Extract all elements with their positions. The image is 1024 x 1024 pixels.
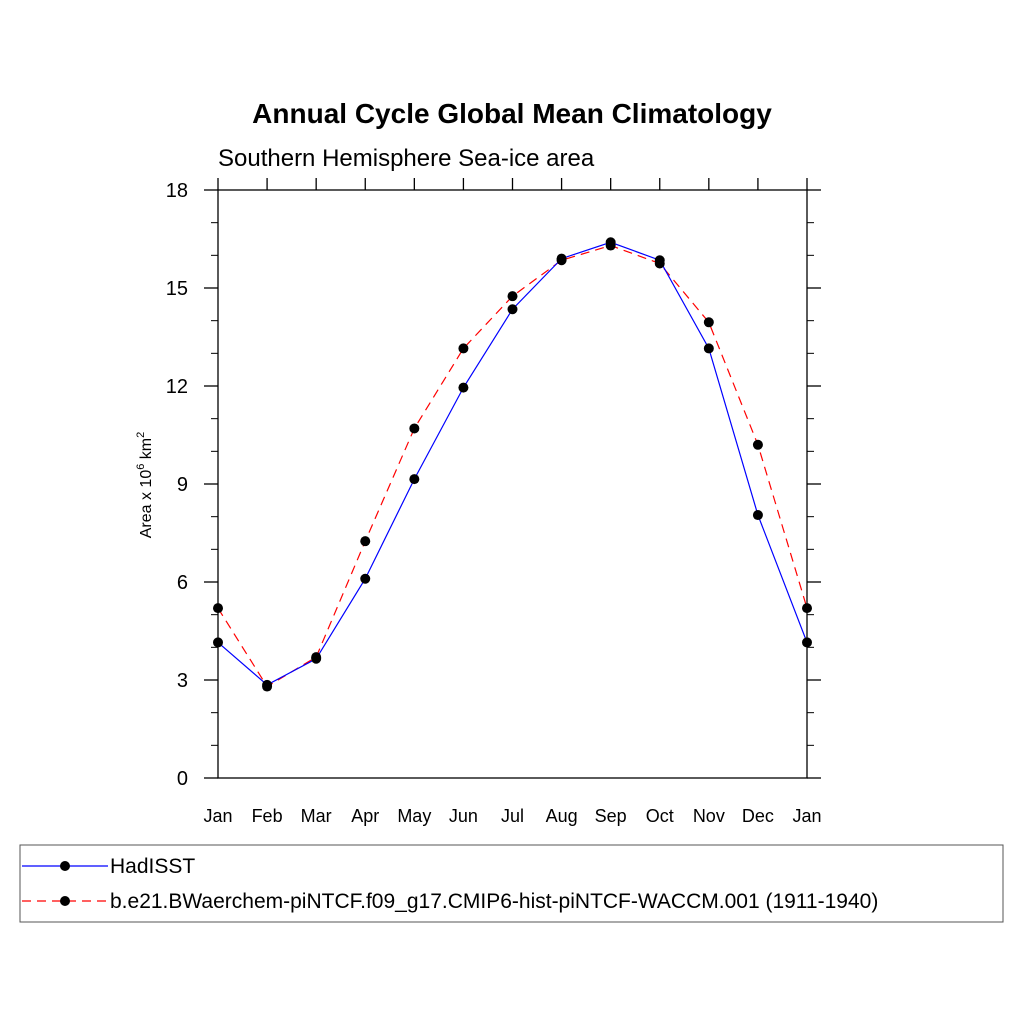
x-tick-label: Feb	[252, 806, 283, 826]
x-tick-label: Apr	[351, 806, 379, 826]
series-point	[752, 439, 763, 450]
x-tick-label: Jul	[501, 806, 524, 826]
y-axis-label-exp1: 6	[135, 464, 147, 470]
x-tick-label: Jan	[203, 806, 232, 826]
legend-items: HadISST b.e21.BWaerchem-piNTCF.f09_g17.CM…	[22, 855, 878, 913]
legend-box	[19, 844, 1004, 923]
series-point	[213, 603, 223, 614]
series-layer	[213, 237, 812, 692]
series-point	[605, 237, 616, 248]
x-tick-label: Jan	[792, 806, 821, 826]
series-point	[654, 255, 665, 266]
x-tick-label: Nov	[693, 806, 725, 826]
legend-marker	[60, 861, 70, 871]
series-point	[311, 653, 322, 664]
series-point	[360, 573, 371, 584]
x-tick-label: Jun	[449, 806, 478, 826]
legend: HadISST b.e21.BWaerchem-piNTCF.f09_g17.CM…	[19, 844, 1004, 923]
x-tick-label: Oct	[646, 806, 674, 826]
y-axis-label: Area x 106 km2	[135, 432, 155, 539]
series-point	[458, 382, 469, 393]
y-tick-labels: 0 3 6 9 12 15 18	[166, 180, 188, 790]
series-point	[262, 679, 273, 690]
y-tick-label: 18	[166, 180, 188, 202]
x-tick-label: Sep	[595, 806, 627, 826]
series-point	[703, 317, 714, 328]
chart-title: Annual Cycle Global Mean Climatology	[252, 98, 772, 129]
series-point	[409, 474, 420, 485]
y-tick-label: 12	[166, 376, 188, 398]
x-tick-label: Mar	[301, 806, 332, 826]
legend-marker	[60, 896, 70, 906]
legend-label: HadISST	[110, 855, 195, 878]
series-point	[507, 304, 518, 315]
y-tick-label: 0	[177, 768, 188, 790]
x-tick-label: Dec	[742, 806, 774, 826]
legend-label: b.e21.BWaerchem-piNTCF.f09_g17.CMIP6-his…	[110, 890, 878, 913]
y-axis-label-unit: km	[138, 438, 155, 464]
y-tick-label: 6	[177, 572, 188, 594]
x-tick-labels: Jan Feb Mar Apr May Jun Jul Aug Sep Oct Nov Dec Jan	[203, 806, 821, 826]
chart-subtitle: Southern Hemisphere Sea-ice area	[218, 145, 595, 172]
series-point	[213, 637, 223, 648]
svg-text:Area x 106 km2: Area x 106 km2	[135, 432, 155, 539]
x-tick-label: Aug	[546, 806, 578, 826]
y-axis-label-main: Area x 10	[138, 470, 155, 539]
series-point	[556, 253, 567, 264]
axis-ticks	[204, 178, 821, 779]
series-point	[752, 510, 763, 521]
series-point	[507, 291, 518, 302]
series-point	[802, 637, 812, 648]
series-point	[703, 343, 714, 354]
series-point	[458, 343, 469, 354]
y-tick-label: 3	[177, 670, 188, 692]
series-point	[409, 423, 420, 434]
y-tick-label: 15	[166, 278, 188, 300]
x-tick-label: May	[397, 806, 431, 826]
series-point	[802, 603, 812, 614]
y-tick-label: 9	[177, 474, 188, 496]
plot-frame	[217, 189, 808, 779]
y-axis-label-exp2: 2	[135, 432, 147, 438]
series-point	[360, 536, 371, 547]
